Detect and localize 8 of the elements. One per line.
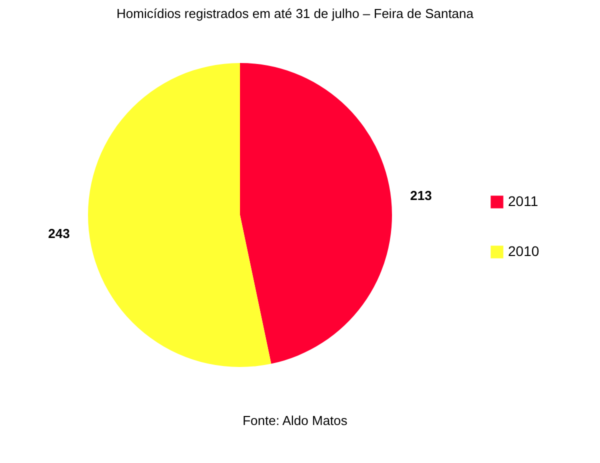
- data-label: 213: [410, 188, 432, 204]
- data-label: 243: [48, 226, 70, 241]
- legend-label: 2011: [508, 193, 538, 209]
- pie-slice: [240, 63, 392, 364]
- source-note: Fonte: Aldo Matos: [242, 413, 348, 428]
- legend-label: 2010: [508, 243, 540, 259]
- pie-slice: [88, 63, 272, 367]
- chart-title: Homicídios registrados em até 31 de julho – Feira de Santana: [116, 6, 474, 21]
